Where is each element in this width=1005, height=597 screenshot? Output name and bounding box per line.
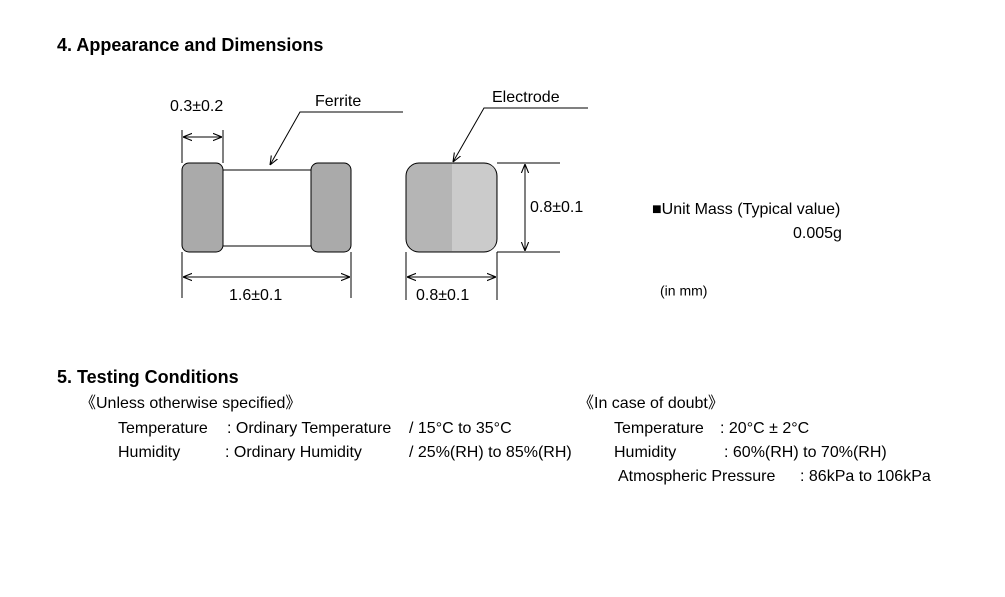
condition-label: Atmospheric Pressure bbox=[618, 468, 775, 485]
condition-value: : 60%(RH) to 70%(RH) bbox=[724, 444, 887, 461]
part-label: Ferrite bbox=[315, 93, 361, 110]
condition-label: Temperature bbox=[118, 420, 208, 437]
condition-value: : 20°C ± 2°C bbox=[720, 420, 809, 437]
section-title: 4. Appearance and Dimensions bbox=[57, 35, 323, 55]
condition-heading: 《Unless otherwise specified》 bbox=[80, 395, 301, 412]
condition-value: / 15°C to 35°C bbox=[409, 420, 512, 437]
end-view bbox=[405, 107, 588, 300]
side-view bbox=[181, 111, 403, 298]
dimension-label: 0.8±0.1 bbox=[530, 199, 583, 216]
dimension-label: 0.3±0.2 bbox=[170, 98, 223, 115]
condition-value: : Ordinary Temperature bbox=[227, 420, 391, 437]
unit-note: (in mm) bbox=[660, 283, 707, 299]
condition-label: Temperature bbox=[614, 420, 704, 437]
part-label: Electrode bbox=[492, 89, 560, 106]
condition-label: Humidity bbox=[118, 444, 180, 461]
condition-label: Humidity bbox=[614, 444, 676, 461]
unit-mass-label: ■Unit Mass (Typical value) bbox=[652, 201, 840, 218]
condition-heading: 《In case of doubt》 bbox=[578, 395, 724, 412]
condition-value: / 25%(RH) to 85%(RH) bbox=[409, 444, 572, 461]
condition-value: : 86kPa to 106kPa bbox=[800, 468, 931, 485]
unit-mass-value: 0.005g bbox=[793, 225, 842, 242]
dimension-label: 0.8±0.1 bbox=[416, 287, 469, 304]
dimension-label: 1.6±0.1 bbox=[229, 287, 282, 304]
section-title: 5. Testing Conditions bbox=[57, 367, 239, 387]
condition-value: : Ordinary Humidity bbox=[225, 444, 362, 461]
